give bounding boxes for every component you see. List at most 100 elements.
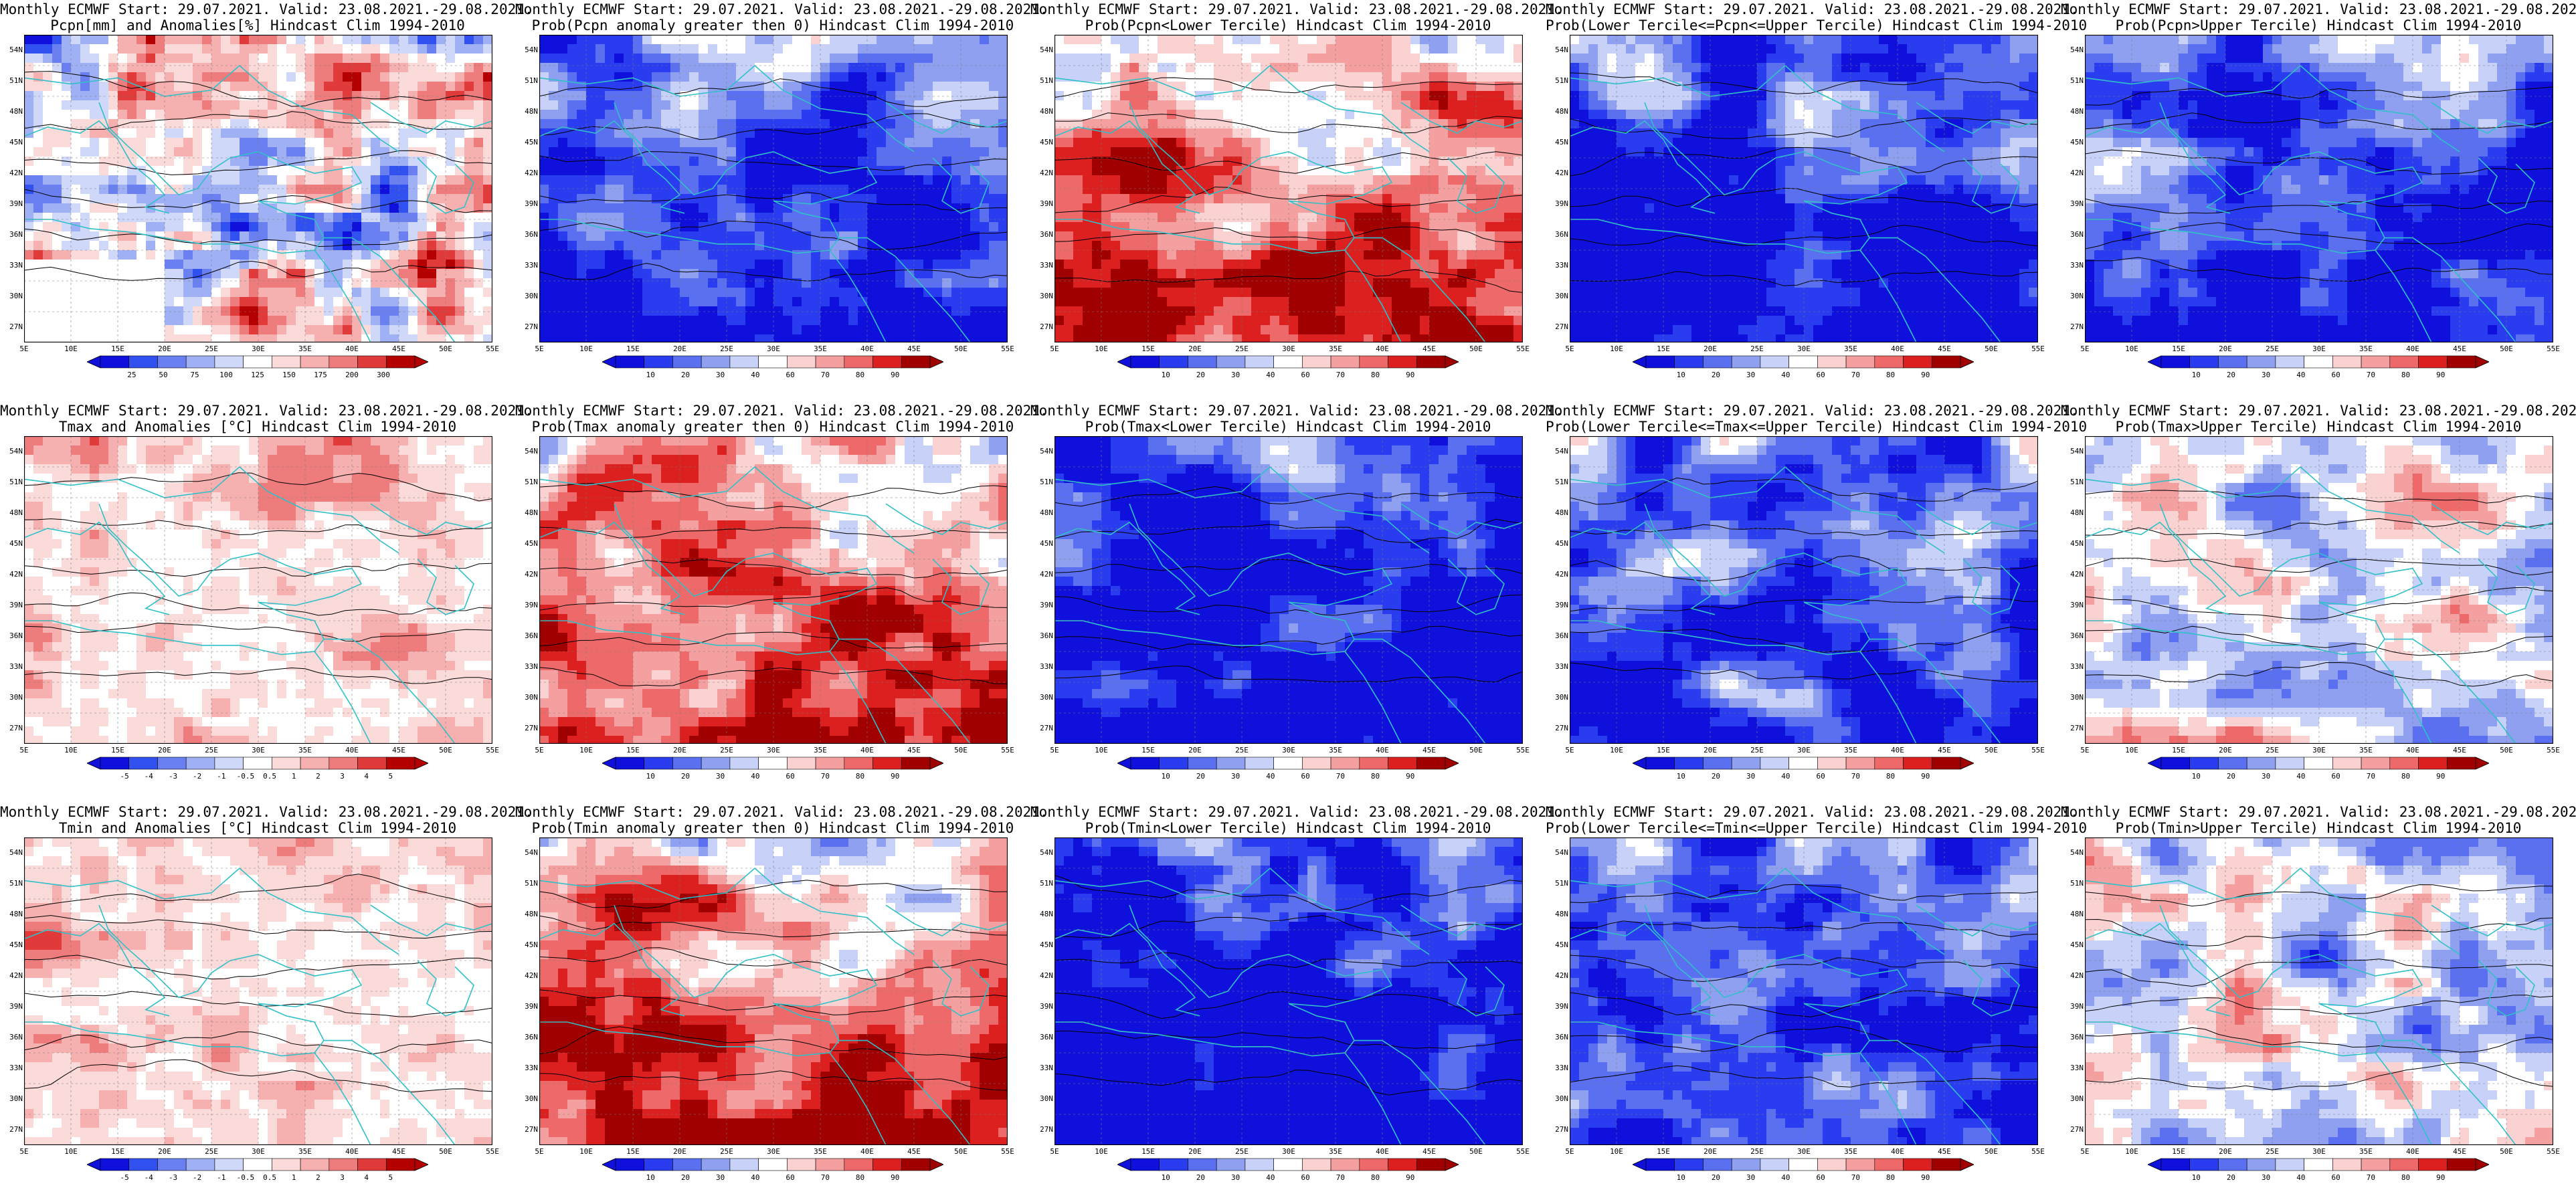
colorbar-swatch — [300, 1158, 330, 1171]
lat-tick-label: 33N — [1, 663, 23, 671]
colorbar-swatch — [1903, 355, 1932, 369]
colorbar-label: 70 — [2367, 1173, 2375, 1182]
colorbar-swatch — [100, 757, 130, 770]
lat-tick-label: 30N — [2062, 694, 2084, 702]
lon-tick-label: 5E — [11, 1148, 37, 1156]
colorbar-swatch — [1216, 355, 1246, 369]
colorbar-label: -1 — [217, 772, 225, 781]
panel-title: Monthly ECMWF Start: 29.07.2021. Valid: … — [515, 804, 1048, 836]
colorbar-label: 80 — [1886, 1173, 1895, 1182]
colorbar-low-arrow — [1117, 1158, 1131, 1171]
lat-tick-label: 33N — [1032, 262, 1053, 270]
lon-tick-label: 10E — [2118, 1148, 2145, 1156]
lat-tick-label: 27N — [1, 1126, 23, 1134]
lat-tick-label: 27N — [1, 323, 23, 331]
lat-tick-label: 42N — [1032, 972, 1053, 980]
panel-title: Monthly ECMWF Start: 29.07.2021. Valid: … — [1546, 1, 2087, 33]
colorbar: 25 50 75 100 125 150 175 200 300 — [87, 355, 428, 379]
lon-tick-label: 25E — [713, 1148, 740, 1156]
colorbar-label: 200 — [345, 371, 359, 379]
colorbar-label: 60 — [2331, 1173, 2340, 1182]
lat-tick-label: 42N — [517, 571, 538, 579]
lon-tick-label: 35E — [2353, 345, 2379, 353]
lon-tick-label: 45E — [1416, 1148, 1443, 1156]
forecast-map — [2085, 436, 2553, 744]
lat-tick-label: 30N — [2062, 292, 2084, 300]
colorbar-high-arrow — [2475, 355, 2489, 369]
colorbar-swatch — [2160, 1158, 2191, 1171]
colorbar-swatch — [300, 757, 330, 770]
lat-tick-label: 36N — [1, 632, 23, 640]
colorbar-label: 40 — [751, 772, 759, 781]
colorbar-swatch — [1416, 355, 1446, 369]
colorbar-swatch — [1817, 355, 1847, 369]
lon-tick-label: 30E — [2306, 746, 2332, 755]
lon-tick-label: 10E — [1603, 746, 1630, 755]
colorbar-swatch — [1788, 355, 1818, 369]
colorbar-swatch — [1731, 757, 1761, 770]
colorbar-swatch — [787, 757, 816, 770]
colorbar-swatch — [100, 355, 130, 369]
colorbar-swatch — [1903, 757, 1932, 770]
colorbar-label: 20 — [1712, 772, 1720, 781]
colorbar-label: 20 — [1712, 371, 1720, 379]
lon-tick-label: 5E — [11, 345, 37, 353]
colorbar-label: 50 — [159, 371, 167, 379]
colorbar-swatch — [2218, 355, 2247, 369]
lon-tick-label: 20E — [1697, 746, 1724, 755]
colorbar-high-arrow — [1960, 757, 1974, 770]
colorbar-label: 20 — [1196, 371, 1205, 379]
colorbar-swatch — [2332, 1158, 2362, 1171]
graticule — [1054, 436, 1523, 744]
forecast-map — [24, 436, 492, 744]
lon-tick-label: 5E — [11, 746, 37, 755]
lat-tick-label: 45N — [1547, 941, 1568, 949]
lon-tick-label: 5E — [1041, 345, 1068, 353]
lon-tick-label: 20E — [1182, 1148, 1208, 1156]
shaded-field — [1570, 35, 2038, 342]
colorbar-swatch — [2332, 757, 2362, 770]
forecast-map — [1054, 837, 1523, 1145]
panel-title-line1: Monthly ECMWF Start: 29.07.2021. Valid: … — [515, 403, 1048, 419]
lon-tick-label: 40E — [339, 746, 365, 755]
lat-tick-label: 33N — [1032, 1064, 1053, 1072]
lon-tick-label: 55E — [2540, 1148, 2567, 1156]
lat-tick-label: 48N — [1547, 910, 1568, 918]
lat-tick-label: 48N — [517, 509, 538, 517]
map-panel: Monthly ECMWF Start: 29.07.2021. Valid: … — [0, 0, 533, 401]
lon-tick-label: 45E — [2446, 1148, 2473, 1156]
lon-tick-label: 15E — [1650, 746, 1677, 755]
lat-tick-label: 51N — [517, 77, 538, 85]
panel-title-line2: Prob(Lower Tercile<=Pcpn<=Upper Tercile)… — [1546, 17, 2087, 33]
lat-tick-label: 51N — [2062, 478, 2084, 486]
lat-tick-label: 36N — [2062, 632, 2084, 640]
colorbar-label: -4 — [145, 772, 154, 781]
lon-tick-label: 50E — [947, 1148, 974, 1156]
colorbar-swatch — [1330, 1158, 1360, 1171]
lat-tick-label: 42N — [2062, 169, 2084, 177]
colorbar-label: 90 — [1406, 1173, 1414, 1182]
lat-tick-label: 45N — [1547, 540, 1568, 548]
lat-tick-label: 30N — [1547, 1095, 1568, 1103]
lon-tick-label: 40E — [1884, 1148, 1911, 1156]
lon-tick-label: 15E — [2165, 345, 2192, 353]
forecast-map — [1570, 35, 2038, 342]
lat-tick-label: 48N — [1547, 108, 1568, 116]
lon-tick-label: 15E — [1650, 345, 1677, 353]
colorbar-swatch — [1931, 1158, 1961, 1171]
colorbar-label: 40 — [2296, 1173, 2305, 1182]
panel-title: Monthly ECMWF Start: 29.07.2021. Valid: … — [0, 403, 533, 435]
panel-title-line2: Prob(Tmin anomaly greater then 0) Hindca… — [532, 820, 1014, 836]
colorbar: -5 -4 -3 -2 -1 -0.5 0.5 1 2 3 4 5 — [87, 757, 428, 781]
colorbar-swatch — [872, 355, 902, 369]
colorbar-label: -2 — [193, 772, 201, 781]
lat-tick-label: 33N — [1547, 663, 1568, 671]
lon-tick-label: 50E — [947, 345, 974, 353]
colorbar-label: 80 — [1371, 772, 1380, 781]
panel-title: Monthly ECMWF Start: 29.07.2021. Valid: … — [1030, 403, 1564, 435]
colorbar-swatch — [1760, 1158, 1789, 1171]
colorbar-swatch — [1874, 1158, 1904, 1171]
colorbar-low-arrow — [2148, 355, 2162, 369]
colorbar-swatch — [615, 1158, 645, 1171]
colorbar-swatch — [272, 355, 301, 369]
